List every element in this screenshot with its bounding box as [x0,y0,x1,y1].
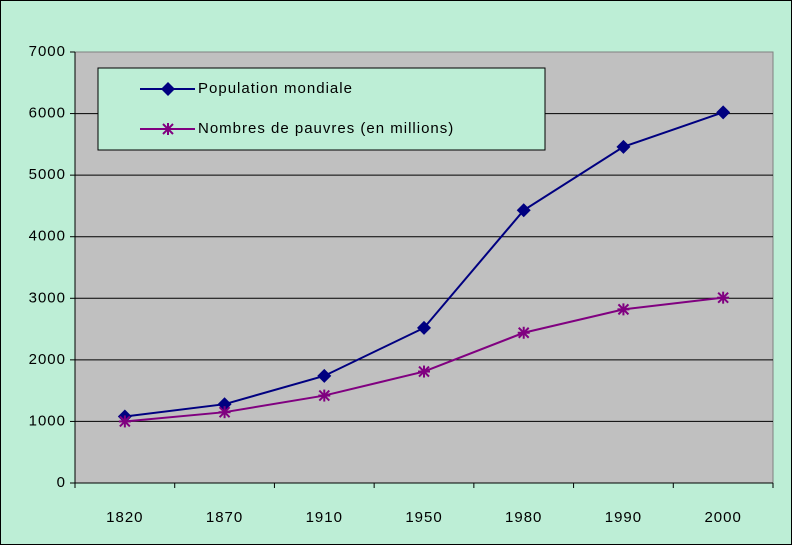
y-tick-label: 7000 [29,43,66,60]
marker-stroke [318,389,330,402]
marker [161,82,175,96]
y-tick-label: 2000 [29,351,66,368]
marker-stroke [617,303,630,316]
marker [317,368,332,383]
marker-stroke [119,415,131,428]
legend: Population mondiale Nombres de pauvres (e… [97,67,546,151]
marker [417,320,431,335]
y-tick-label: 6000 [29,105,66,122]
marker-stroke [518,327,530,339]
legend-box [97,67,546,151]
x-tick-label: 1990 [605,509,642,526]
marker [218,406,231,419]
marker [517,326,530,339]
marker [516,203,531,218]
marker [717,291,730,304]
legend-label: Population mondiale [198,80,353,97]
x-tick-label: 2000 [704,509,741,526]
marker-stroke [162,123,174,135]
legend-label: Nombres de pauvres (en millions) [198,120,454,137]
x-tick-label: 1980 [505,509,542,526]
marker-stroke [418,365,430,378]
marker [716,105,731,120]
marker [418,365,430,378]
x-tick-label: 1910 [306,509,343,526]
y-tick-label: 0 [57,474,66,491]
marker [617,303,630,316]
y-tick-label: 4000 [29,228,66,245]
x-tick-label: 1950 [405,509,442,526]
marker [318,389,331,402]
x-tick-label: 1820 [106,509,143,526]
y-tick-label: 1000 [29,412,66,429]
marker-stroke [717,291,729,304]
y-tick-label: 3000 [29,289,66,306]
marker [616,139,631,154]
x-tick-label: 1870 [206,509,243,526]
marker [118,415,131,428]
marker-stroke [218,406,231,418]
y-tick-label: 5000 [29,166,66,183]
marker [162,123,174,135]
